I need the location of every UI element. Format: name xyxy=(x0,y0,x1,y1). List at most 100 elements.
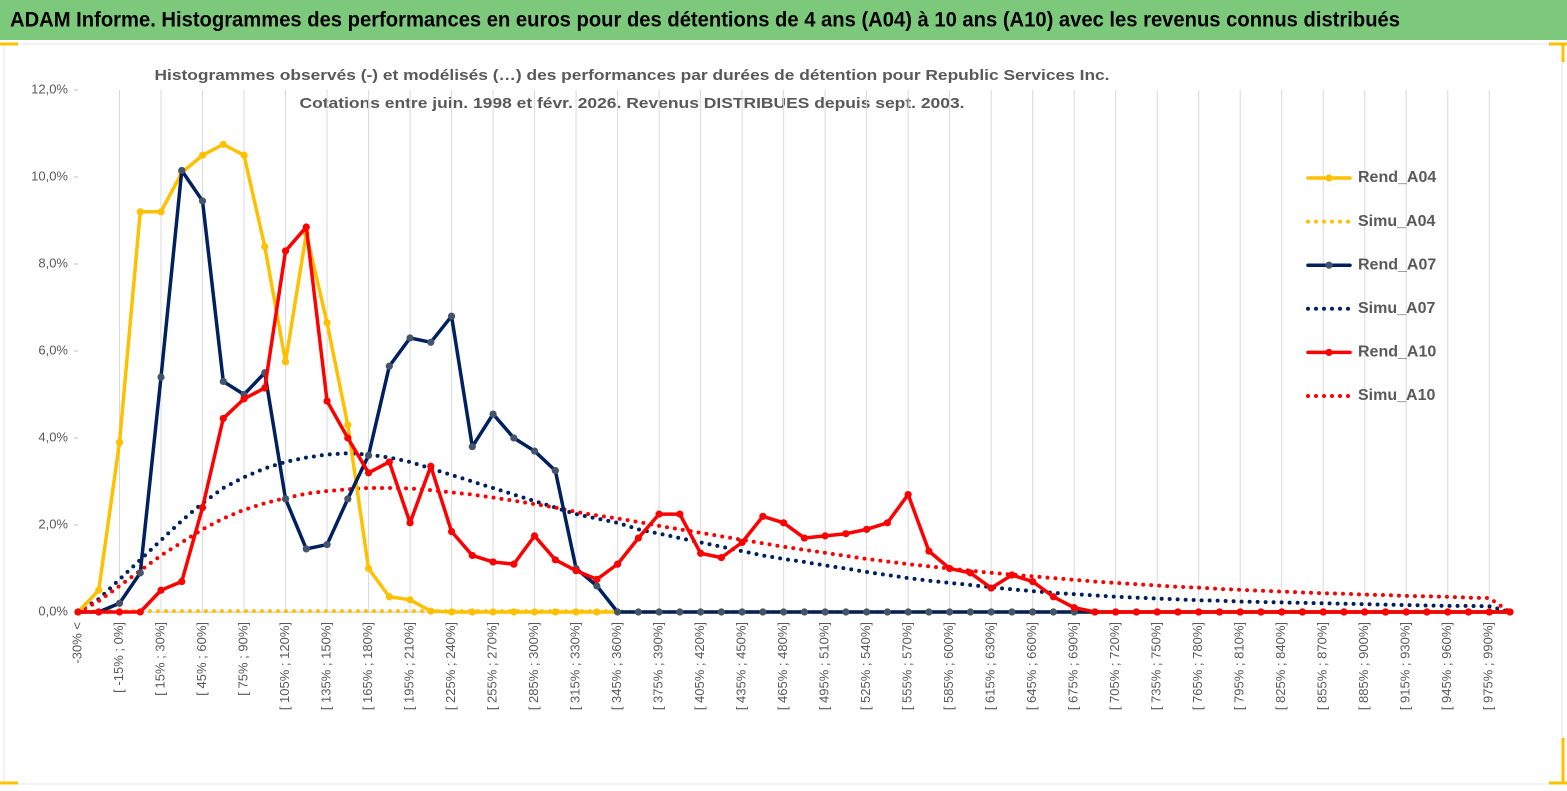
marker xyxy=(364,564,373,573)
marker xyxy=(883,519,891,527)
marker xyxy=(344,434,352,442)
frame-corners xyxy=(0,42,1567,785)
marker xyxy=(447,608,456,616)
marker xyxy=(551,556,559,564)
marker xyxy=(883,608,891,616)
marker xyxy=(157,373,165,381)
x-tick-label: [ 795% ; 810%] xyxy=(1232,622,1247,710)
marker xyxy=(800,534,808,542)
subtitle: Histogrammes observés (-) et modélisés (… xyxy=(155,67,1110,84)
marker xyxy=(1485,608,1493,616)
marker xyxy=(593,582,601,590)
marker xyxy=(1381,608,1390,616)
marker xyxy=(634,608,642,616)
legend-marker xyxy=(1325,348,1333,356)
marker xyxy=(717,554,725,562)
x-tick-label: [ 525% ; 540%] xyxy=(858,622,873,710)
y-tick-label: 0,0% xyxy=(38,603,68,618)
marker xyxy=(1029,577,1037,586)
marker xyxy=(136,608,144,616)
x-tick-label: [ 855% ; 870%] xyxy=(1315,622,1330,710)
marker xyxy=(1091,608,1099,616)
y-tick-label: 6,0% xyxy=(38,342,68,357)
x-tick-label: [ 675% ; 690%] xyxy=(1066,622,1081,710)
marker xyxy=(842,530,850,538)
marker xyxy=(385,593,393,601)
marker xyxy=(1464,608,1473,616)
marker xyxy=(1215,608,1224,616)
marker xyxy=(510,560,518,568)
marker xyxy=(946,608,954,616)
marker xyxy=(468,443,476,451)
marker xyxy=(925,608,933,616)
marker xyxy=(115,608,124,616)
marker xyxy=(385,458,393,466)
x-tick-label: [ -15% ; 0%] xyxy=(111,622,126,693)
marker xyxy=(925,547,933,555)
x-tick-label: -30% < xyxy=(69,622,84,664)
marker xyxy=(427,338,435,346)
marker xyxy=(697,549,705,557)
marker xyxy=(1444,608,1452,616)
marker xyxy=(966,569,975,577)
marker xyxy=(1402,608,1410,616)
marker xyxy=(572,608,580,616)
marker xyxy=(759,608,767,616)
marker xyxy=(136,208,144,216)
marker xyxy=(1361,608,1369,616)
x-tick-label: [ 765% ; 780%] xyxy=(1190,622,1205,710)
chart-frame xyxy=(3,43,1563,785)
marker xyxy=(406,596,414,604)
marker xyxy=(136,569,144,577)
marker xyxy=(323,397,331,405)
marker xyxy=(1008,608,1016,616)
marker xyxy=(95,586,103,594)
marker xyxy=(261,384,269,392)
marker xyxy=(1070,604,1078,612)
x-tick-label: [ 885% ; 900%] xyxy=(1356,622,1371,710)
marker xyxy=(219,140,227,148)
marker xyxy=(489,410,497,418)
y-tick-label: 12,0% xyxy=(31,81,68,96)
x-tick-label: [ 465% ; 480%] xyxy=(775,622,790,710)
y-tick-label: 2,0% xyxy=(38,516,68,531)
marker xyxy=(261,243,269,251)
marker xyxy=(946,564,954,573)
x-tick-label: [ 735% ; 750%] xyxy=(1149,622,1164,710)
marker xyxy=(863,608,871,616)
legend-label: Simu_A10 xyxy=(1358,387,1435,404)
x-tick-label: [ 585% ; 600%] xyxy=(941,622,956,710)
marker xyxy=(510,434,518,442)
marker xyxy=(219,414,227,423)
marker xyxy=(1257,608,1265,616)
marker xyxy=(198,197,207,205)
x-tick-label: [ 165% ; 180%] xyxy=(360,622,375,710)
marker xyxy=(1423,608,1431,616)
marker xyxy=(738,538,746,547)
marker xyxy=(178,577,186,586)
marker xyxy=(178,166,186,175)
marker xyxy=(780,519,788,527)
x-tick-label: [ 645% ; 660%] xyxy=(1024,622,1039,710)
y-tick-label: 10,0% xyxy=(31,168,68,183)
x-tick-label: [ 945% ; 960%] xyxy=(1439,622,1454,710)
marker xyxy=(1506,608,1514,616)
marker xyxy=(344,421,352,429)
marker xyxy=(966,608,975,616)
marker xyxy=(364,469,373,477)
marker xyxy=(697,608,705,616)
marker xyxy=(281,358,290,366)
marker xyxy=(987,608,995,616)
marker xyxy=(530,608,539,616)
marker xyxy=(406,519,414,527)
marker xyxy=(1049,593,1058,601)
dotted-line xyxy=(76,451,1512,614)
marker xyxy=(364,451,373,459)
marker xyxy=(593,608,601,616)
x-tick-label: [ 345% ; 360%] xyxy=(609,622,624,710)
x-tick-label: [ 435% ; 450%] xyxy=(734,622,749,710)
marker xyxy=(447,527,456,536)
marker xyxy=(1195,608,1203,616)
marker xyxy=(1236,608,1244,616)
marker xyxy=(198,151,207,159)
